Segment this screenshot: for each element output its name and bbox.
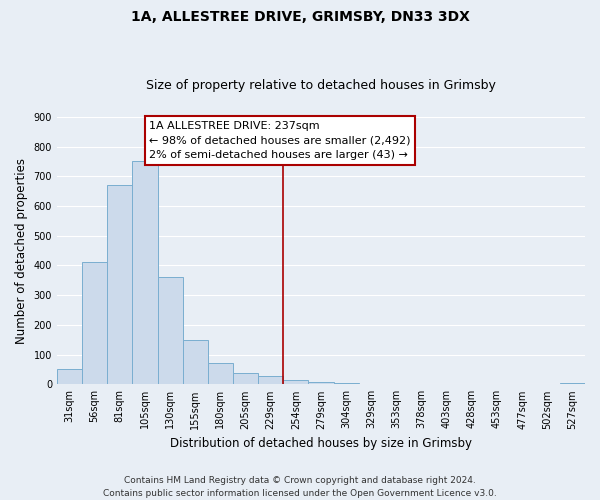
Text: 1A, ALLESTREE DRIVE, GRIMSBY, DN33 3DX: 1A, ALLESTREE DRIVE, GRIMSBY, DN33 3DX [131, 10, 469, 24]
Bar [158, 278, 182, 384]
Bar [182, 340, 208, 384]
Bar [133, 162, 158, 384]
Bar [334, 383, 359, 384]
Bar [283, 380, 308, 384]
Text: 1A ALLESTREE DRIVE: 237sqm
← 98% of detached houses are smaller (2,492)
2% of se: 1A ALLESTREE DRIVE: 237sqm ← 98% of deta… [149, 121, 411, 160]
Y-axis label: Number of detached properties: Number of detached properties [15, 158, 28, 344]
Bar [82, 262, 107, 384]
X-axis label: Distribution of detached houses by size in Grimsby: Distribution of detached houses by size … [170, 437, 472, 450]
Bar [308, 382, 334, 384]
Title: Size of property relative to detached houses in Grimsby: Size of property relative to detached ho… [146, 79, 496, 92]
Bar [258, 376, 283, 384]
Bar [560, 383, 585, 384]
Bar [208, 364, 233, 384]
Bar [57, 370, 82, 384]
Bar [233, 374, 258, 384]
Bar [107, 185, 133, 384]
Text: Contains HM Land Registry data © Crown copyright and database right 2024.
Contai: Contains HM Land Registry data © Crown c… [103, 476, 497, 498]
